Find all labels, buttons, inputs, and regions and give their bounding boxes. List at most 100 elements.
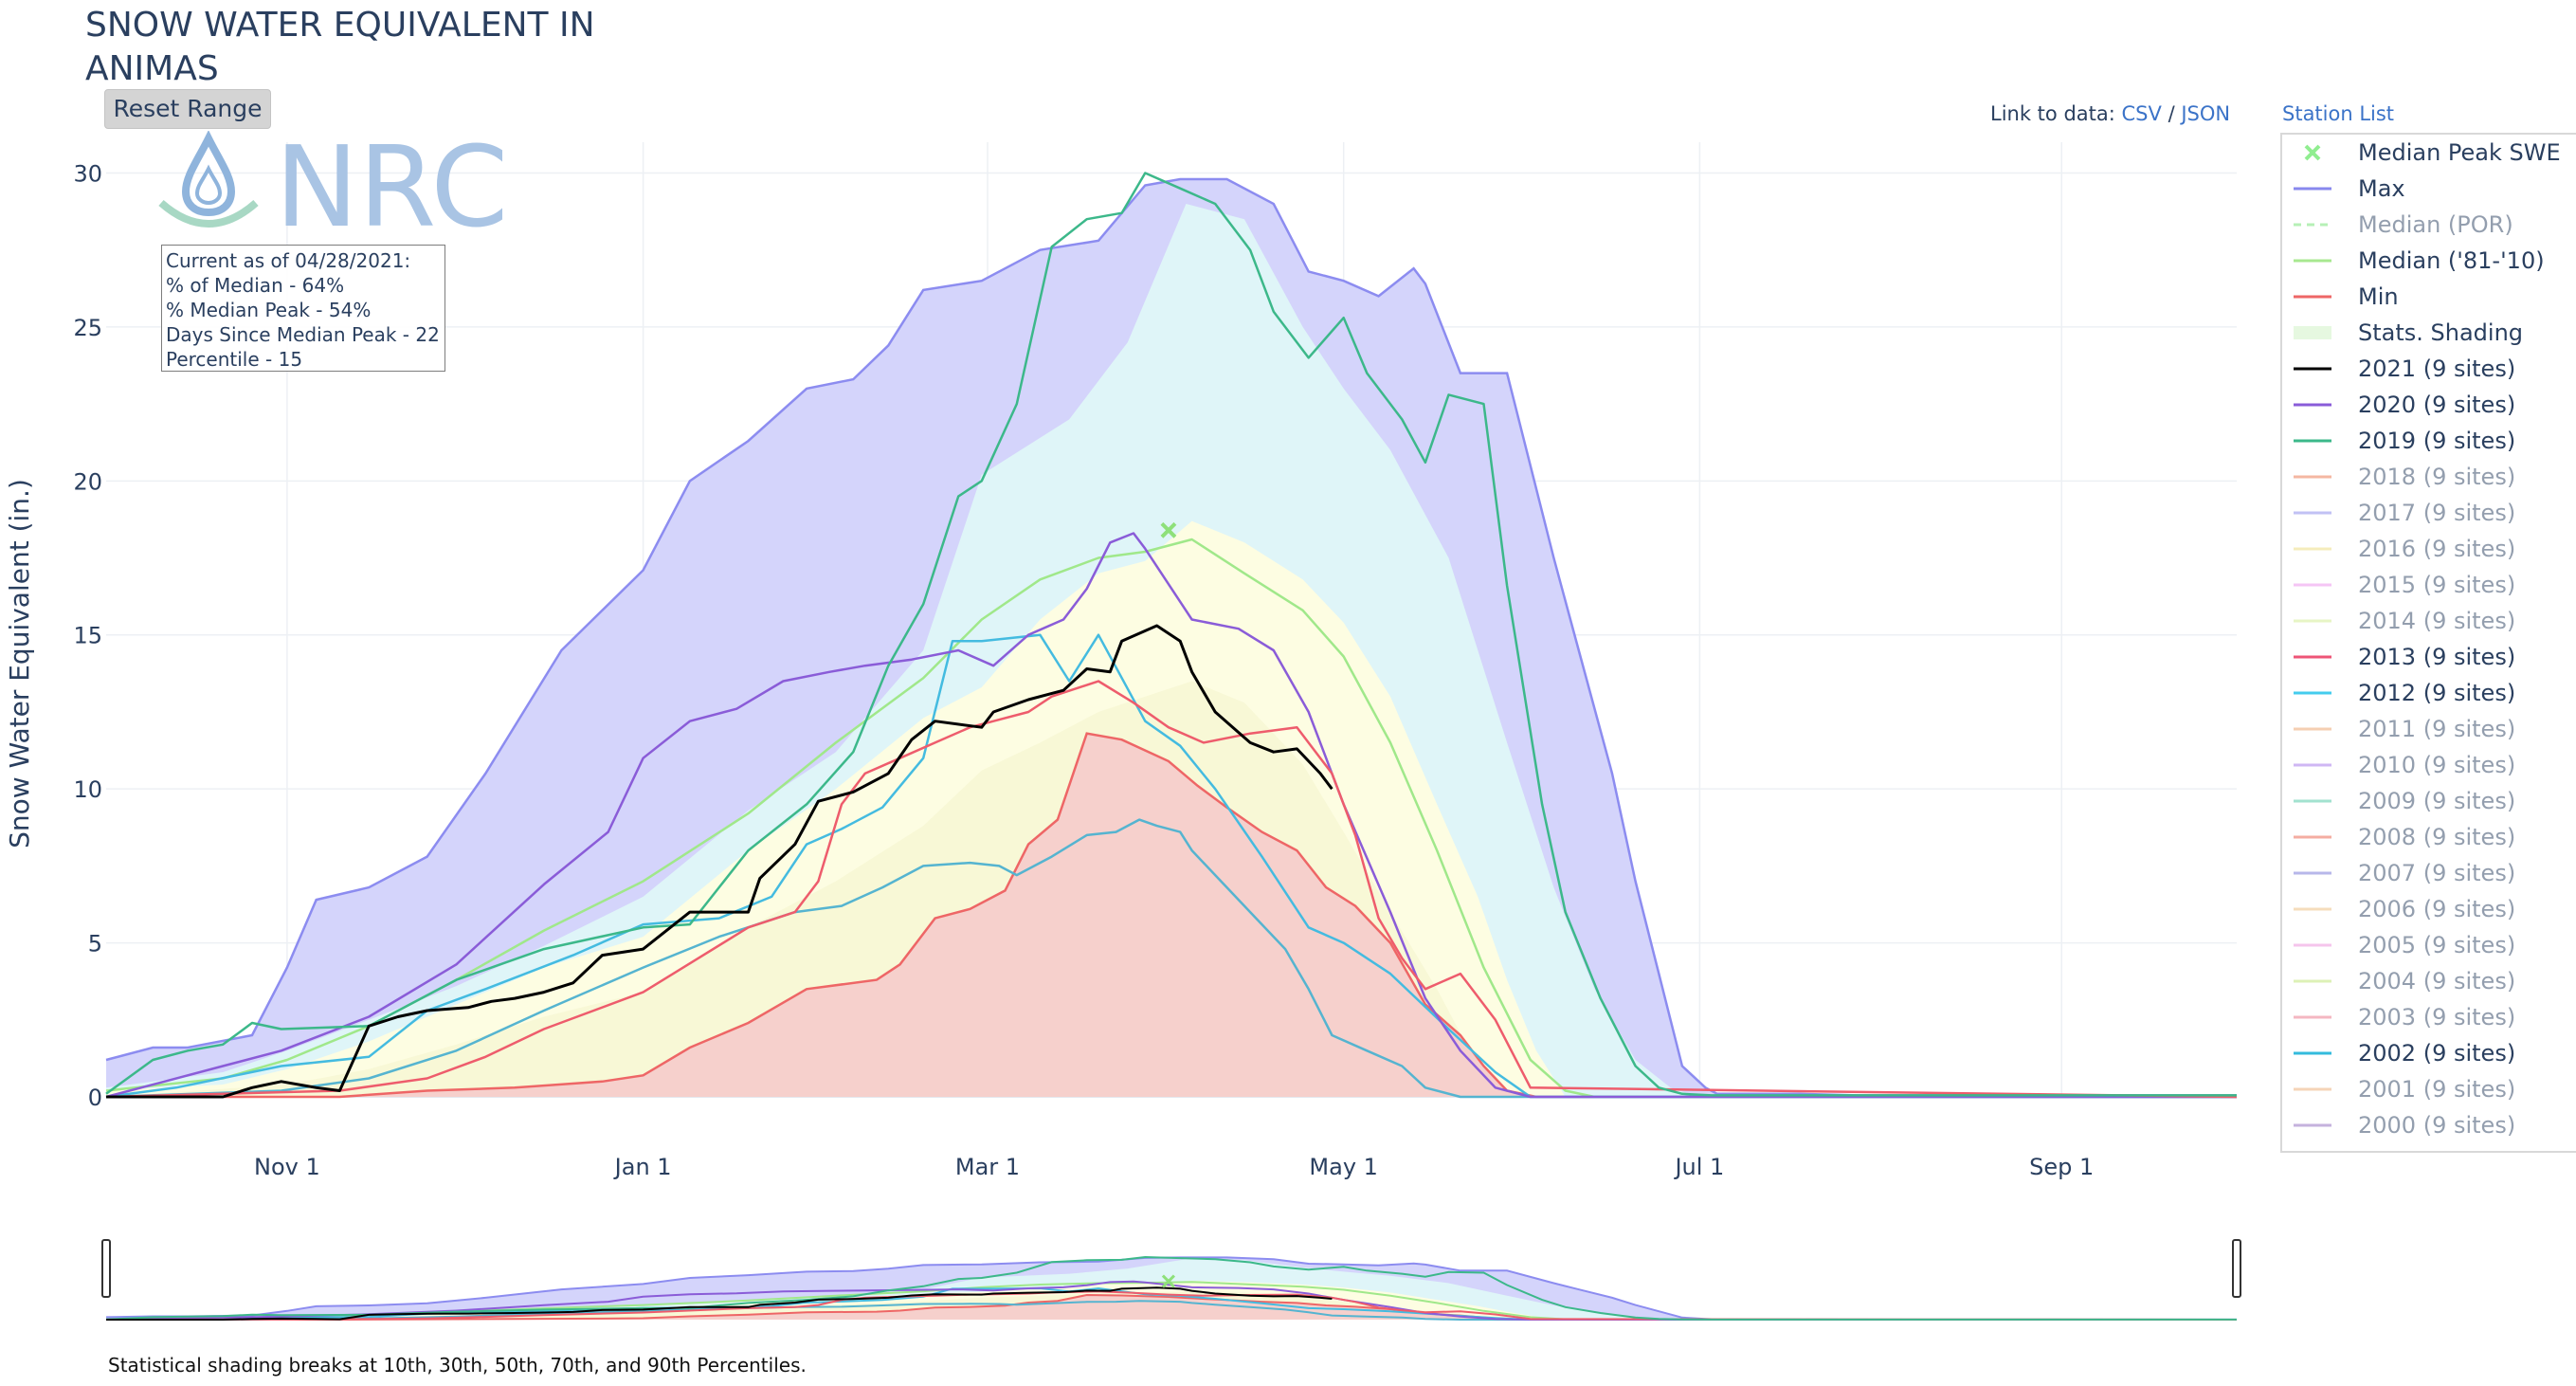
legend-swatch-icon	[2294, 799, 2331, 803]
legend-item-2018-9-sites[interactable]: 2018 (9 sites)	[2282, 459, 2576, 495]
legend-item-2009-9-sites[interactable]: 2009 (9 sites)	[2282, 783, 2576, 819]
info-days-since-peak: Days Since Median Peak - 22	[166, 323, 440, 346]
status-info-box: Current as of 04/28/2021: % of Median - …	[161, 245, 445, 372]
slider-peak-marker	[1161, 1274, 1175, 1288]
legend-item-2001-9-sites[interactable]: 2001 (9 sites)	[2282, 1071, 2576, 1107]
y-tick-label: 5	[88, 931, 102, 957]
x-tick-label: Jan 1	[613, 1154, 672, 1180]
data-links: Link to data: CSV / JSON	[1990, 102, 2230, 125]
legend-label: 2012 (9 sites)	[2358, 680, 2516, 706]
legend-swatch-icon	[2294, 619, 2331, 623]
y-tick-label: 15	[73, 623, 102, 649]
y-tick-label: 10	[73, 776, 102, 803]
legend-item-stats-shading[interactable]: Stats. Shading	[2282, 315, 2576, 351]
legend-item-2000-9-sites[interactable]: 2000 (9 sites)	[2282, 1107, 2576, 1143]
json-link[interactable]: JSON	[2181, 102, 2231, 125]
legend-swatch-icon	[2294, 763, 2331, 767]
legend-swatch-icon	[2294, 943, 2331, 947]
x-tick-label: Sep 1	[2029, 1154, 2094, 1180]
water-drop-icon: NRCS	[158, 121, 580, 252]
legend-item-2021-9-sites[interactable]: 2021 (9 sites)	[2282, 351, 2576, 387]
slider-line-2002-9-sites	[105, 1286, 2237, 1321]
series-line-min	[106, 732, 2237, 1099]
legend-label: 2020 (9 sites)	[2358, 392, 2516, 418]
slider-left-handle[interactable]	[101, 1239, 111, 1298]
range-slider[interactable]	[101, 1202, 2241, 1321]
x-tick-label: Jul 1	[1673, 1154, 1724, 1180]
series-line-2013-9-sites	[105, 680, 2238, 1099]
series-line-2012-9-sites	[105, 818, 2237, 1099]
legend-swatch-icon	[2294, 223, 2331, 227]
legend-item-2011-9-sites[interactable]: 2011 (9 sites)	[2282, 711, 2576, 747]
legend-label: 2010 (9 sites)	[2358, 752, 2516, 778]
legend-item-2013-9-sites[interactable]: 2013 (9 sites)	[2282, 639, 2576, 675]
chart-bands	[106, 179, 2237, 1097]
legend-label: 2005 (9 sites)	[2358, 932, 2516, 958]
nrcs-logo: NRCS	[152, 121, 580, 252]
legend-item-max[interactable]: Max	[2282, 171, 2576, 207]
legend-item-2019-9-sites[interactable]: 2019 (9 sites)	[2282, 423, 2576, 459]
band-min	[106, 733, 2237, 1097]
footnote: Statistical shading breaks at 10th, 30th…	[108, 1354, 807, 1377]
legend-item-2007-9-sites[interactable]: 2007 (9 sites)	[2282, 855, 2576, 891]
legend-label: 2000 (9 sites)	[2358, 1112, 2516, 1139]
legend-label: 2015 (9 sites)	[2358, 572, 2516, 598]
legend-label: 2001 (9 sites)	[2358, 1076, 2516, 1103]
legend-item-median-peak-swe[interactable]: Median Peak SWE	[2282, 135, 2576, 171]
legend-item-median-81-10[interactable]: Median ('81-'10)	[2282, 243, 2576, 279]
legend-swatch-icon	[2294, 1051, 2331, 1055]
legend-item-2005-9-sites[interactable]: 2005 (9 sites)	[2282, 927, 2576, 963]
legend-label: 2016 (9 sites)	[2358, 536, 2516, 562]
legend-item-2015-9-sites[interactable]: 2015 (9 sites)	[2282, 567, 2576, 603]
legend-swatch-icon	[2294, 727, 2331, 731]
reset-range-button[interactable]: Reset Range	[104, 89, 271, 129]
legend-label: Median ('81-'10)	[2358, 247, 2545, 274]
legend-item-2014-9-sites[interactable]: 2014 (9 sites)	[2282, 603, 2576, 639]
legend-label: 2004 (9 sites)	[2358, 968, 2516, 994]
csv-link[interactable]: CSV	[2121, 102, 2162, 125]
x-tick-label: May 1	[1309, 1154, 1378, 1180]
legend-swatch-icon	[2294, 326, 2331, 339]
legend-swatch-icon	[2304, 144, 2321, 161]
legend-item-2010-9-sites[interactable]: 2010 (9 sites)	[2282, 747, 2576, 783]
chart-legend: Median Peak SWE Max Median (POR) Median ('8…	[2280, 133, 2576, 1153]
legend-item-2017-9-sites[interactable]: 2017 (9 sites)	[2282, 495, 2576, 531]
legend-item-2008-9-sites[interactable]: 2008 (9 sites)	[2282, 819, 2576, 855]
legend-swatch-icon	[2294, 835, 2331, 839]
legend-item-median-por[interactable]: Median (POR)	[2282, 207, 2576, 243]
legend-label: 2018 (9 sites)	[2358, 464, 2516, 490]
legend-swatch-icon	[2294, 439, 2331, 443]
legend-label: 2003 (9 sites)	[2358, 1004, 2516, 1030]
legend-swatch-icon	[2294, 475, 2331, 479]
info-current-as-of: Current as of 04/28/2021:	[166, 249, 411, 272]
info-percentile: Percentile - 15	[166, 348, 303, 371]
legend-item-2004-9-sites[interactable]: 2004 (9 sites)	[2282, 963, 2576, 999]
slider-right-handle[interactable]	[2232, 1239, 2241, 1298]
slider-line-2020-9-sites	[105, 1280, 2237, 1321]
legend-item-min[interactable]: Min	[2282, 279, 2576, 315]
station-list-link[interactable]: Station List	[2282, 102, 2395, 125]
legend-label: Min	[2358, 283, 2399, 310]
x-marker-icon	[2304, 144, 2321, 161]
links-separator: /	[2168, 102, 2175, 125]
legend-item-2016-9-sites[interactable]: 2016 (9 sites)	[2282, 531, 2576, 567]
legend-swatch-icon	[2294, 367, 2331, 371]
legend-label: 2013 (9 sites)	[2358, 644, 2516, 670]
legend-item-2006-9-sites[interactable]: 2006 (9 sites)	[2282, 891, 2576, 927]
chart-title: SNOW WATER EQUIVALENT IN ANIMAS	[85, 4, 595, 91]
legend-item-2012-9-sites[interactable]: 2012 (9 sites)	[2282, 675, 2576, 711]
legend-label: 2002 (9 sites)	[2358, 1040, 2516, 1067]
series-line-2020-9-sites	[105, 532, 2237, 1099]
info-percent-median: % of Median - 64%	[166, 274, 345, 297]
legend-item-2002-9-sites[interactable]: 2002 (9 sites)	[2282, 1035, 2576, 1071]
legend-item-2020-9-sites[interactable]: 2020 (9 sites)	[2282, 387, 2576, 423]
y-axis-label: Snow Water Equivalent (in.)	[4, 479, 35, 848]
series-line-max	[105, 177, 2237, 1097]
logo-text: NRCS	[275, 131, 502, 239]
chart-title-line1: SNOW WATER EQUIVALENT IN	[85, 6, 595, 45]
legend-item-2003-9-sites[interactable]: 2003 (9 sites)	[2282, 999, 2576, 1035]
y-tick-label: 20	[73, 468, 102, 495]
chart-axes: 0 5 10 15 20 25 30 Nov 1 Jan 1 Mar 1 May 1 Jul 1 Sep…	[73, 160, 2094, 1180]
slider-band-min	[106, 1295, 2237, 1320]
